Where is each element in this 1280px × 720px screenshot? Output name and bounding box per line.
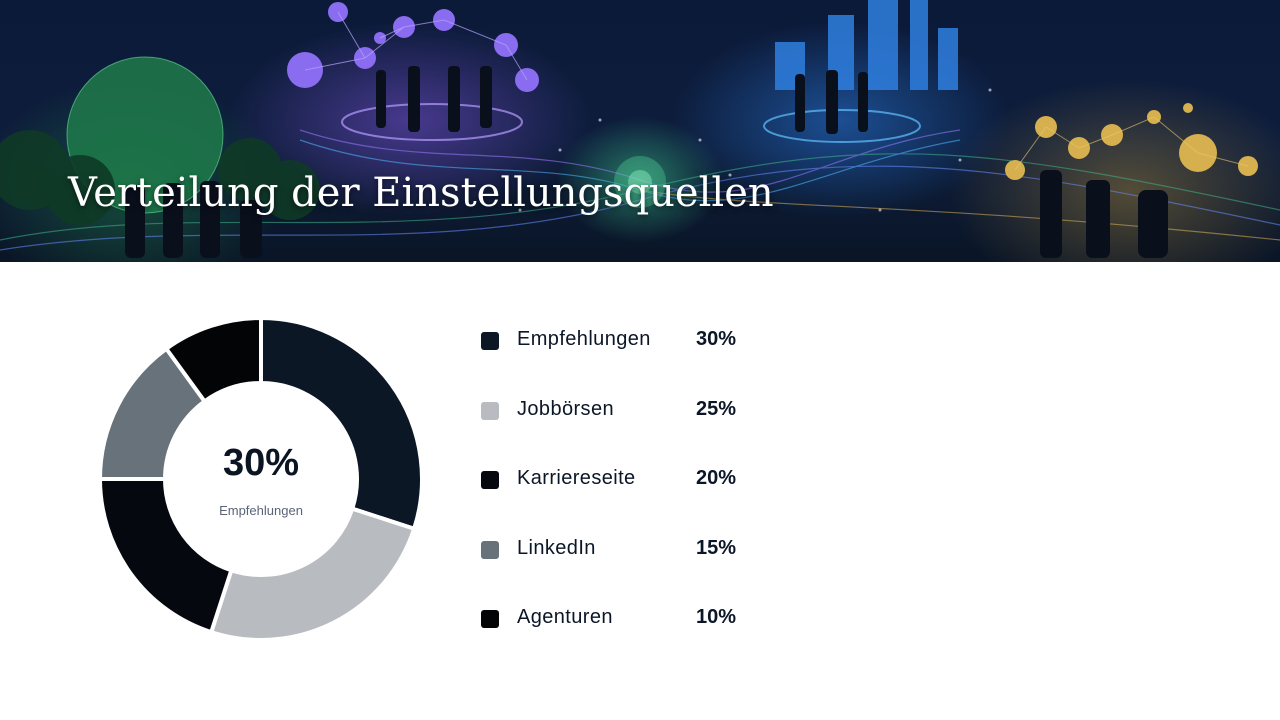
legend-value: 10% — [696, 606, 737, 628]
legend-swatch-icon — [481, 610, 499, 628]
banner-illustration — [0, 0, 1280, 258]
legend-swatch-icon — [481, 401, 499, 420]
donut-chart: 30% Empfehlungen — [96, 314, 426, 644]
legend-value: 20% — [696, 467, 737, 489]
legend-value: 15% — [696, 536, 737, 559]
donut-slice-karriereseite — [98, 477, 234, 635]
donut-slice-empfehlungen — [259, 316, 424, 531]
legend-label: Jobbörsen — [517, 397, 614, 420]
donut-slice-jobboersen — [209, 506, 417, 642]
legend-swatch-icon — [481, 332, 499, 350]
legend-item-karriereseite: Karriereseite 20% — [480, 459, 780, 529]
donut-slice-agenturen — [164, 316, 263, 404]
legend-item-jobboersen: Jobbörsen 25% — [480, 390, 780, 460]
legend-item-agenturen: Agenturen 10% — [480, 598, 780, 668]
legend-value: 25% — [696, 397, 737, 420]
donut-chart-svg — [98, 316, 424, 642]
legend-label: Agenturen — [517, 606, 613, 628]
chart-legend: Empfehlungen 30% Jobbörsen 25% Karrieres… — [480, 320, 780, 668]
legend-label: LinkedIn — [517, 536, 596, 559]
page-title: Verteilung der Einstellungsquellen — [68, 170, 774, 216]
legend-value: 30% — [696, 328, 737, 350]
legend-swatch-icon — [481, 471, 499, 489]
donut-center-label: Empfehlungen — [219, 503, 303, 518]
header-banner: Verteilung der Einstellungsquellen — [0, 0, 1280, 262]
legend-label: Empfehlungen — [517, 328, 651, 350]
legend-item-linkedin: LinkedIn 15% — [480, 529, 780, 599]
legend-item-empfehlungen: Empfehlungen 30% — [480, 320, 780, 390]
legend-label: Karriereseite — [517, 467, 636, 489]
donut-center-value: 30% — [222, 442, 300, 484]
legend-swatch-icon — [481, 540, 499, 559]
